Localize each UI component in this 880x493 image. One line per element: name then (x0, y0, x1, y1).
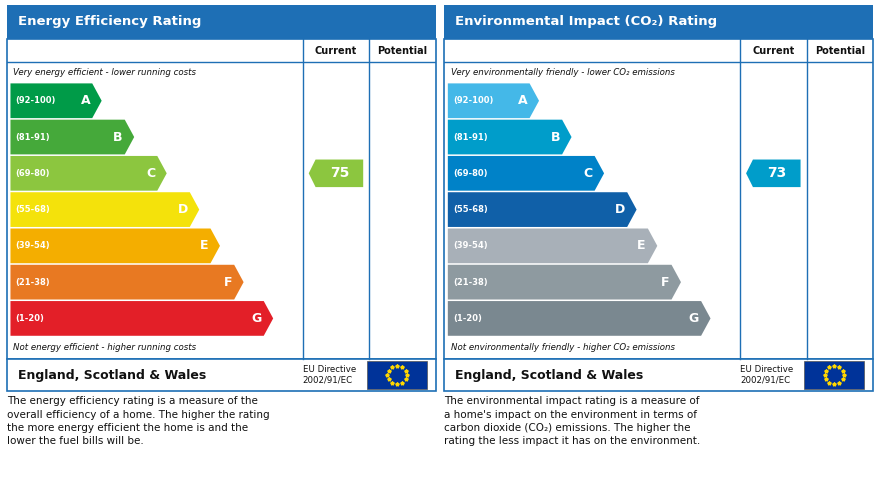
Text: D: D (178, 203, 187, 216)
Text: (21-38): (21-38) (16, 278, 50, 286)
Text: C: C (583, 167, 592, 180)
Text: Not environmentally friendly - higher CO₂ emissions: Not environmentally friendly - higher CO… (451, 344, 675, 352)
Text: B: B (114, 131, 122, 143)
Text: 75: 75 (330, 166, 349, 180)
Text: England, Scotland & Wales: England, Scotland & Wales (455, 368, 643, 382)
Polygon shape (448, 301, 710, 336)
Bar (444, 5, 873, 39)
Polygon shape (448, 192, 636, 227)
Polygon shape (448, 156, 604, 191)
Bar (7, 5, 436, 39)
Text: (55-68): (55-68) (453, 205, 488, 214)
Text: (92-100): (92-100) (453, 96, 494, 106)
Bar (367, 361, 427, 389)
Polygon shape (11, 120, 134, 154)
Text: (1-20): (1-20) (453, 314, 482, 323)
Text: Environmental Impact (CO₂) Rating: Environmental Impact (CO₂) Rating (455, 15, 717, 29)
Bar (444, 358, 873, 391)
Text: (55-68): (55-68) (16, 205, 50, 214)
Polygon shape (309, 160, 363, 187)
Polygon shape (11, 83, 102, 118)
Text: Potential: Potential (378, 45, 428, 56)
Text: (21-38): (21-38) (453, 278, 488, 286)
Text: The energy efficiency rating is a measure of the
overall efficiency of a home. T: The energy efficiency rating is a measur… (7, 396, 269, 446)
Bar (7, 39, 436, 358)
Polygon shape (11, 228, 220, 263)
Text: C: C (146, 167, 155, 180)
Text: (92-100): (92-100) (16, 96, 56, 106)
Text: Very energy efficient - lower running costs: Very energy efficient - lower running co… (13, 68, 196, 77)
Polygon shape (11, 192, 199, 227)
Text: (69-80): (69-80) (453, 169, 488, 178)
Text: The environmental impact rating is a measure of
a home's impact on the environme: The environmental impact rating is a mea… (444, 396, 700, 446)
Text: England, Scotland & Wales: England, Scotland & Wales (18, 368, 206, 382)
Polygon shape (448, 265, 681, 300)
Text: F: F (661, 276, 670, 288)
Text: (1-20): (1-20) (16, 314, 45, 323)
Text: (39-54): (39-54) (453, 242, 488, 250)
Text: Energy Efficiency Rating: Energy Efficiency Rating (18, 15, 202, 29)
Bar (804, 361, 864, 389)
Text: B: B (551, 131, 560, 143)
Polygon shape (448, 120, 571, 154)
Polygon shape (11, 265, 244, 300)
Text: Not energy efficient - higher running costs: Not energy efficient - higher running co… (13, 344, 196, 352)
Text: (81-91): (81-91) (16, 133, 50, 141)
Bar (7, 358, 436, 391)
Text: F: F (224, 276, 232, 288)
Text: EU Directive
2002/91/EC: EU Directive 2002/91/EC (303, 365, 356, 385)
Text: 73: 73 (767, 166, 787, 180)
Text: G: G (689, 312, 699, 325)
Text: Current: Current (315, 45, 357, 56)
Polygon shape (448, 83, 539, 118)
Text: Potential: Potential (815, 45, 865, 56)
Text: (81-91): (81-91) (453, 133, 488, 141)
Text: (69-80): (69-80) (16, 169, 50, 178)
Text: Very environmentally friendly - lower CO₂ emissions: Very environmentally friendly - lower CO… (451, 68, 675, 77)
Polygon shape (11, 156, 166, 191)
Bar (444, 39, 873, 358)
Text: A: A (80, 94, 90, 107)
Text: E: E (200, 240, 209, 252)
Polygon shape (746, 160, 801, 187)
Text: G: G (252, 312, 261, 325)
Text: D: D (615, 203, 625, 216)
Text: EU Directive
2002/91/EC: EU Directive 2002/91/EC (740, 365, 794, 385)
Polygon shape (448, 228, 657, 263)
Polygon shape (11, 301, 273, 336)
Text: (39-54): (39-54) (16, 242, 50, 250)
Text: E: E (637, 240, 646, 252)
Text: A: A (517, 94, 527, 107)
Text: Current: Current (752, 45, 795, 56)
